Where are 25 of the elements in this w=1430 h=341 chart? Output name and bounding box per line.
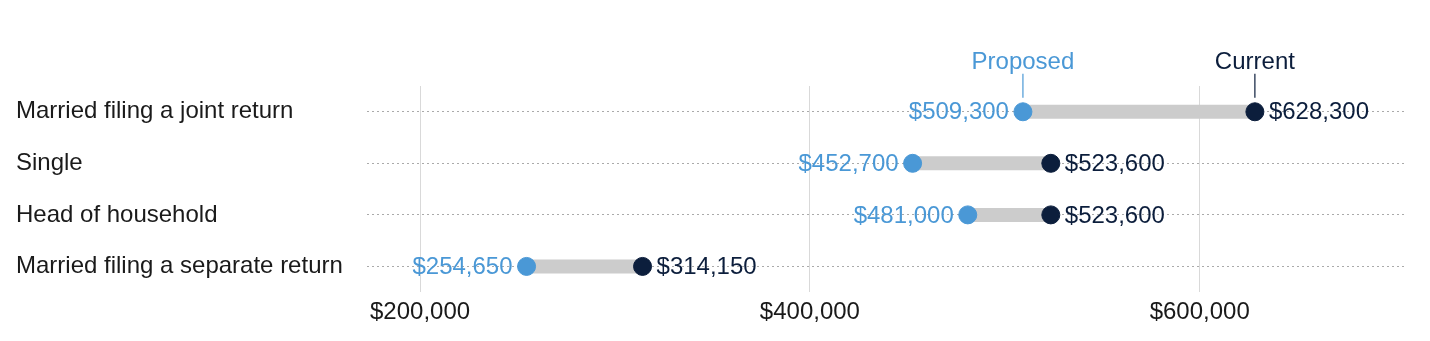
point <box>1041 205 1061 225</box>
data-label: $314,150 <box>656 252 757 280</box>
x-tick-label: $400,000 <box>759 297 860 325</box>
point <box>517 256 537 276</box>
data-label: $452,700 <box>798 148 899 176</box>
y-tick-label: Single <box>16 147 83 175</box>
data-label: $481,000 <box>853 200 954 228</box>
y-tick-label: Head of household <box>16 199 218 227</box>
x-tick-label: $600,000 <box>1149 297 1250 325</box>
y-tick-label: Married filing a joint return <box>16 96 294 124</box>
point <box>958 205 978 225</box>
data-label: $254,650 <box>412 252 513 280</box>
y-tick-label: Married filing a separate return <box>16 251 343 279</box>
data-label: $523,600 <box>1064 200 1165 228</box>
data-label: $628,300 <box>1268 97 1369 125</box>
data-label: $509,300 <box>908 97 1009 125</box>
point <box>633 256 653 276</box>
point <box>1041 153 1061 173</box>
point <box>1013 102 1033 122</box>
x-tick-label: $200,000 <box>369 297 471 325</box>
point <box>1245 102 1265 122</box>
series-label: Current <box>1214 46 1296 74</box>
point <box>903 153 923 173</box>
data-label: $523,600 <box>1064 148 1165 176</box>
series-label: Proposed <box>971 46 1075 74</box>
